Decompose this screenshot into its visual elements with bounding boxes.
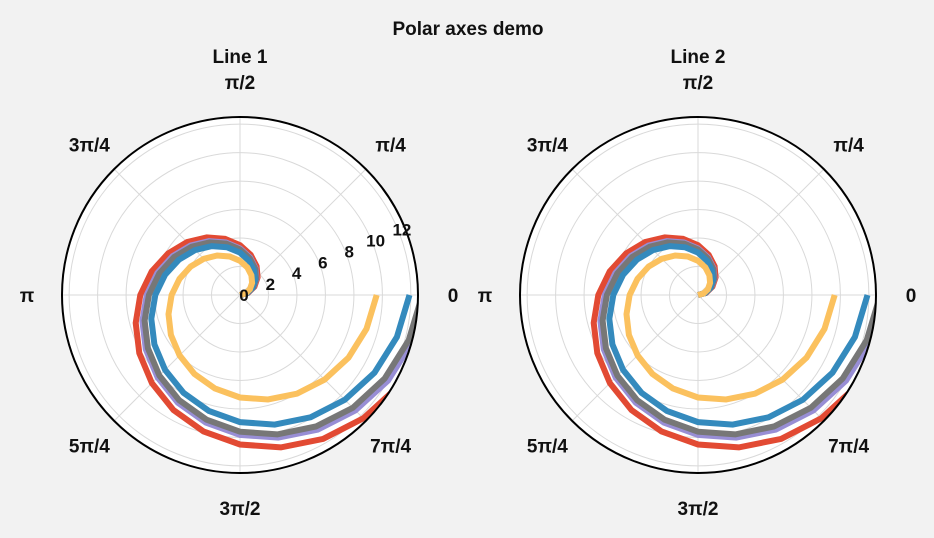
theta-gridline	[697, 168, 825, 296]
series-line-5	[165, 252, 380, 403]
theta-tick-label: 3π/2	[678, 499, 719, 520]
r-tick-label: 12	[392, 221, 411, 240]
theta-tick-label: π/2	[683, 73, 713, 94]
series-line-5	[623, 252, 838, 403]
theta-tick-label: 7π/4	[828, 437, 869, 458]
chart-title-line-1: Line 1	[213, 47, 268, 68]
polar-frame	[61, 116, 419, 474]
theta-tick-label: 5π/4	[69, 437, 110, 458]
theta-tick-label: 5π/4	[527, 437, 568, 458]
theta-gridline	[239, 168, 367, 296]
r-tick-label: 8	[344, 242, 353, 261]
theta-tick-label: 3π/4	[527, 135, 568, 156]
theta-tick-label: π/4	[375, 135, 406, 156]
figure-suptitle: Polar axes demo	[392, 19, 543, 40]
theta-tick-label: π/2	[225, 73, 255, 94]
theta-gridline	[571, 168, 699, 296]
theta-gridline	[571, 294, 699, 422]
theta-gridline	[113, 168, 241, 296]
r-tick-label: 4	[292, 264, 302, 283]
theta-tick-label: 3π/2	[220, 499, 261, 520]
r-tick-label: 10	[366, 232, 385, 251]
chart-title-line-2: Line 2	[671, 47, 726, 68]
theta-tick-label: 7π/4	[370, 437, 411, 458]
theta-tick-label: π/4	[833, 135, 864, 156]
series-line-4	[148, 243, 413, 428]
theta-gridline	[113, 294, 241, 422]
polar-axes-line-2: Line 2 0 π/4 π/2 3π/4 π 5π/4 3π/2 7π/4	[478, 47, 917, 520]
theta-tick-label: π	[478, 286, 493, 307]
theta-tick-label: 0	[448, 286, 459, 307]
theta-tick-label: π	[20, 286, 35, 307]
theta-tick-label: 3π/4	[69, 135, 110, 156]
polar-frame	[519, 116, 877, 474]
theta-tick-label: 0	[906, 286, 917, 307]
series-line-4	[606, 243, 871, 428]
r-tick-label: 2	[266, 275, 275, 294]
r-tick-label: 0	[239, 286, 248, 305]
r-tick-label: 6	[318, 253, 327, 272]
